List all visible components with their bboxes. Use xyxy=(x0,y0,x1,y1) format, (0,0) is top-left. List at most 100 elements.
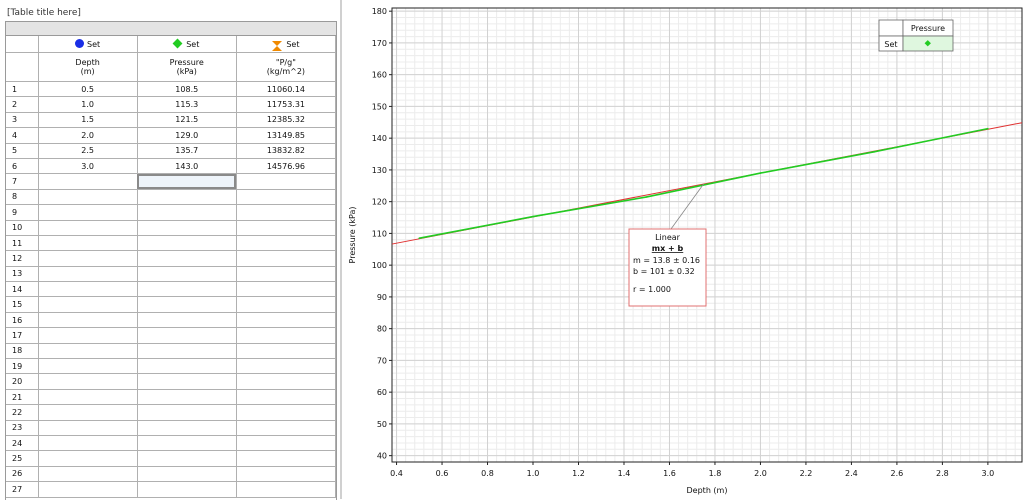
column-set-header[interactable]: Set xyxy=(137,36,237,53)
table-cell[interactable] xyxy=(236,250,336,267)
table-cell[interactable] xyxy=(38,235,138,252)
row-number[interactable]: 8 xyxy=(6,189,39,206)
table-cell[interactable] xyxy=(38,173,138,190)
table-cell[interactable] xyxy=(137,189,237,206)
series-line[interactable] xyxy=(419,127,989,239)
table-cell[interactable] xyxy=(38,481,138,498)
table-cell[interactable] xyxy=(236,450,336,467)
table-cell[interactable] xyxy=(38,373,138,390)
table-cell[interactable] xyxy=(38,327,138,344)
table-cell[interactable] xyxy=(137,250,237,267)
row-number[interactable]: 14 xyxy=(6,281,39,298)
row-number[interactable]: 12 xyxy=(6,250,39,267)
table-cell[interactable] xyxy=(137,220,237,236)
row-number[interactable]: 19 xyxy=(6,358,39,375)
table-cell[interactable] xyxy=(38,204,138,221)
table-cell[interactable] xyxy=(236,466,336,483)
table-cell[interactable] xyxy=(137,327,237,344)
row-number[interactable]: 21 xyxy=(6,389,39,406)
table-cell[interactable]: 115.3 xyxy=(137,96,237,113)
table-cell[interactable] xyxy=(137,204,237,221)
table-cell[interactable] xyxy=(236,327,336,344)
table-cell[interactable]: 11753.31 xyxy=(236,96,336,113)
table-cell[interactable] xyxy=(137,296,237,313)
y-axis-label[interactable]: Pressure (kPa) xyxy=(348,207,357,264)
table-cell[interactable]: 13149.85 xyxy=(236,127,336,144)
data-point[interactable] xyxy=(873,151,875,153)
table-cell[interactable] xyxy=(236,296,336,313)
table-cell[interactable] xyxy=(137,343,237,360)
table-cell[interactable] xyxy=(38,466,138,483)
column-set-header[interactable]: Set xyxy=(38,36,138,53)
column-name-header[interactable]: Pressure (kPa) xyxy=(137,52,237,82)
table-cell[interactable]: 0.5 xyxy=(38,81,138,98)
plot-area[interactable] xyxy=(392,8,1022,462)
row-number[interactable]: 10 xyxy=(6,220,39,236)
row-number[interactable]: 22 xyxy=(6,404,39,421)
row-number[interactable]: 9 xyxy=(6,204,39,221)
table-cell[interactable] xyxy=(38,358,138,375)
table-cell[interactable]: 2.5 xyxy=(38,143,138,159)
column-name-header[interactable]: "P/g" (kg/m^2) xyxy=(236,52,336,82)
table-cell[interactable]: 121.5 xyxy=(137,112,237,129)
table-cell[interactable] xyxy=(38,220,138,236)
row-number[interactable]: 25 xyxy=(6,450,39,467)
table-cell[interactable]: 11060.14 xyxy=(236,81,336,98)
table-cell[interactable] xyxy=(137,373,237,390)
table-cell[interactable]: 135.7 xyxy=(137,143,237,159)
row-number[interactable]: 16 xyxy=(6,312,39,329)
table-cell[interactable] xyxy=(137,281,237,298)
row-number[interactable]: 13 xyxy=(6,266,39,283)
table-cell[interactable] xyxy=(137,450,237,467)
table-cell[interactable]: 1.5 xyxy=(38,112,138,129)
table-cell[interactable] xyxy=(38,389,138,406)
panel-divider[interactable] xyxy=(340,0,342,499)
table-cell[interactable] xyxy=(137,358,237,375)
row-number[interactable]: 1 xyxy=(6,81,39,98)
table-cell[interactable] xyxy=(236,420,336,436)
table-cell[interactable] xyxy=(38,435,138,452)
data-point[interactable] xyxy=(418,237,421,239)
table-cell[interactable] xyxy=(137,312,237,329)
row-number[interactable]: 23 xyxy=(6,420,39,436)
table-cell[interactable] xyxy=(236,389,336,406)
table-cell[interactable] xyxy=(137,266,237,283)
table-cell[interactable]: 108.5 xyxy=(137,81,237,98)
row-number[interactable]: 26 xyxy=(6,466,39,483)
table-cell[interactable] xyxy=(38,450,138,467)
table-cell[interactable] xyxy=(137,420,237,436)
table-cell[interactable] xyxy=(236,312,336,329)
chart-legend[interactable]: Pressure Set xyxy=(878,19,954,52)
table-cell[interactable] xyxy=(236,266,336,283)
table-cell[interactable]: 143.0 xyxy=(137,158,237,175)
data-point[interactable] xyxy=(645,196,648,198)
column-set-header[interactable]: Set xyxy=(236,36,336,53)
table-cell[interactable] xyxy=(236,404,336,421)
table-cell[interactable]: 3.0 xyxy=(38,158,138,175)
table-cell[interactable]: 129.0 xyxy=(137,127,237,144)
table-title[interactable]: [Table title here] xyxy=(7,8,81,18)
row-number[interactable]: 27 xyxy=(6,481,39,498)
data-point[interactable] xyxy=(532,215,534,218)
table-cell[interactable] xyxy=(236,435,336,452)
table-cell[interactable] xyxy=(38,250,138,267)
table-cell[interactable] xyxy=(38,312,138,329)
x-axis-label[interactable]: Depth (m) xyxy=(687,486,728,495)
table-cell[interactable] xyxy=(236,343,336,360)
row-number[interactable]: 20 xyxy=(6,373,39,390)
table-cell[interactable] xyxy=(236,189,336,206)
row-number[interactable]: 7 xyxy=(6,173,39,190)
fit-parameters-box[interactable]: Linear mx + b m = 13.8 ± 0.16 b = 101 ± 0.3… xyxy=(628,228,707,307)
row-number[interactable]: 2 xyxy=(6,96,39,113)
table-cell[interactable]: 2.0 xyxy=(38,127,138,144)
table-cell[interactable] xyxy=(137,389,237,406)
table-cell[interactable] xyxy=(236,481,336,498)
table-cell[interactable] xyxy=(38,404,138,421)
table-cell[interactable] xyxy=(38,296,138,313)
table-cell[interactable] xyxy=(236,281,336,298)
data-point[interactable] xyxy=(759,172,762,174)
table-cell[interactable] xyxy=(236,373,336,390)
table-cell[interactable] xyxy=(137,404,237,421)
row-number[interactable]: 18 xyxy=(6,343,39,360)
row-number[interactable]: 24 xyxy=(6,435,39,452)
